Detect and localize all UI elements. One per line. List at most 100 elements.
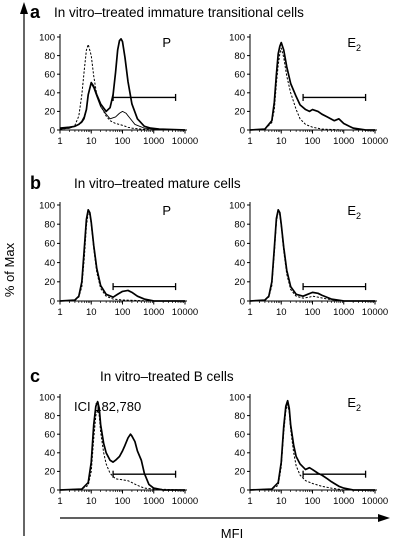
- panel-a-2-x-tick-label: 1: [247, 136, 252, 147]
- row-b-letter: b: [30, 173, 41, 193]
- panel-c-2-y-tick-label: 80: [234, 411, 245, 422]
- panel-a-2-x-tick-label: 1000: [333, 136, 354, 147]
- global-x-axis-label: MFI: [221, 526, 243, 541]
- panel-c-2-condition-label: E2: [347, 395, 361, 413]
- panel-b-1-condition-label: P: [162, 203, 171, 218]
- panel-b-1-y-tick-label: 80: [44, 220, 55, 231]
- panel-b-1-y-tick-label: 0: [50, 296, 55, 307]
- panel-b-1-y-tick-label: 20: [44, 277, 55, 288]
- global-y-axis-arrowhead: [20, 2, 28, 14]
- panel-c-1-y-tick-label: 100: [39, 392, 55, 403]
- global-y-axis-label: % of Max: [2, 242, 17, 297]
- panel-a-2-x-tick-label: 10: [276, 136, 287, 147]
- panel-a-1-x-tick-label: 10: [86, 136, 97, 147]
- panel-a-1-x-tick-label: 100: [115, 136, 131, 147]
- panel-c-2-y-tick-label: 100: [229, 392, 245, 403]
- panel-b-1-x-tick-label: 1: [57, 307, 62, 318]
- panel-b-1-y-tick-label: 60: [44, 239, 55, 250]
- panel-c-2-y-tick-label: 40: [234, 448, 245, 459]
- panel-b-2-x-tick-label: 1000: [333, 307, 354, 318]
- panel-c-1-y-tick-label: 0: [50, 485, 55, 496]
- panel-b-2: 0 20 40 60 80 100 1 10 100 1000 10000 E2: [229, 200, 388, 318]
- panel-c-2-y-tick-label: 20: [234, 467, 245, 478]
- panel-c-2-series-dashed: [249, 403, 375, 491]
- panel-c-2-x-tick-label: 1000: [333, 496, 354, 507]
- panel-c-1-x-tick-label: 1: [57, 496, 62, 507]
- panel-c-2: 0 20 40 60 80 100 1 10 100 1000 10000 E2: [229, 392, 388, 507]
- panel-c-1-y-tick-label: 20: [44, 467, 55, 478]
- panel-b-2-x-tick-label: 1: [247, 307, 252, 318]
- panel-a-1-condition-label: P: [162, 35, 171, 50]
- panel-a-1-x-tick-label: 1: [57, 136, 62, 147]
- row-c-title: In vitro–treated B cells: [100, 369, 234, 384]
- panel-a-2-y-tick-label: 0: [240, 125, 245, 136]
- panel-a-1-series-dashed: [59, 43, 185, 131]
- panel-c-1: 0 20 40 60 80 100 1 10 100 1000 10000 ICI 182,780: [39, 392, 198, 507]
- panel-b-2-x-tick-label: 10000: [362, 307, 388, 318]
- panel-c-1-series-solid: [59, 400, 185, 491]
- panel-b-1: 0 20 40 60 80 100 1 10 100 1000 10000 P: [39, 200, 198, 318]
- panel-a-2-y-tick-label: 100: [229, 32, 245, 43]
- panel-c-1-x-tick-label: 1000: [143, 496, 164, 507]
- panel-c-1-y-tick-label: 60: [44, 430, 55, 441]
- panel-a-2-x-tick-label: 100: [305, 136, 321, 147]
- panel-c-2-series-solid: [249, 399, 375, 491]
- panel-c-2-x-tick-label: 100: [305, 496, 321, 507]
- row-c-letter: c: [30, 366, 40, 386]
- panel-a-2-y-tick-label: 40: [234, 88, 245, 99]
- panel-c-1-y-tick-label: 80: [44, 411, 55, 422]
- panel-c-1-condition-label: ICI 182,780: [74, 399, 141, 414]
- panel-b-2-series-dashed: [249, 210, 375, 302]
- panel-a-1-y-tick-label: 60: [44, 70, 55, 81]
- panel-c-2-x-tick-label: 10: [276, 496, 287, 507]
- panel-b-1-series-dashed: [59, 212, 185, 302]
- panel-c-2-y-tick-label: 0: [240, 485, 245, 496]
- panel-a-1-y-tick-label: 100: [39, 32, 55, 43]
- panel-b-2-y-tick-label: 100: [229, 200, 245, 211]
- panel-b-2-y-tick-label: 20: [234, 277, 245, 288]
- panel-b-2-y-tick-label: 60: [234, 239, 245, 250]
- panel-b-2-y-tick-label: 80: [234, 220, 245, 231]
- panel-a-1-series-thin: [59, 83, 186, 131]
- panel-a-2-series-dashed: [249, 47, 375, 131]
- panel-a-1-y-tick-label: 40: [44, 88, 55, 99]
- panel-b-1-series-solid: [59, 208, 185, 302]
- panel-a-2-y-tick-label: 80: [234, 51, 245, 62]
- panel-c-2-x-tick-label: 1: [247, 496, 252, 507]
- panel-a-1-y-tick-label: 0: [50, 125, 55, 136]
- panel-c-2-x-tick-label: 10000: [362, 496, 388, 507]
- row-a-letter: a: [30, 2, 41, 22]
- panel-b-2-y-tick-label: 40: [234, 258, 245, 269]
- panel-b-2-y-tick-label: 0: [240, 296, 245, 307]
- panel-a-2-x-tick-label: 10000: [362, 136, 388, 147]
- panel-b-2-x-tick-label: 100: [305, 307, 321, 318]
- panel-a-1: 0 20 40 60 80 100 1 10 100 1000 10000 P: [39, 32, 198, 147]
- panel-b-1-y-tick-label: 40: [44, 258, 55, 269]
- panel-a-1-y-tick-label: 80: [44, 51, 55, 62]
- row-a-title: In vitro–treated immature transitional c…: [54, 5, 304, 20]
- panel-a-2: 0 20 40 60 80 100 1 10 100 1000 10000 E2: [229, 32, 388, 147]
- panel-b-2-series-solid: [249, 208, 375, 302]
- panel-c-2-y-tick-label: 60: [234, 430, 245, 441]
- panel-c-1-y-tick-label: 40: [44, 448, 55, 459]
- panel-a-2-y-tick-label: 20: [234, 107, 245, 118]
- panel-b-1-x-tick-label: 10000: [172, 307, 198, 318]
- panel-a-2-series-solid: [249, 41, 375, 131]
- panel-b-1-y-tick-label: 100: [39, 200, 55, 211]
- panel-b-1-x-tick-label: 1000: [143, 307, 164, 318]
- panel-b-1-x-tick-label: 100: [115, 307, 131, 318]
- global-x-axis-arrowhead: [378, 514, 390, 522]
- panel-a-2-y-tick-label: 60: [234, 70, 245, 81]
- panel-c-1-x-tick-label: 10: [86, 496, 97, 507]
- panel-a-1-y-tick-label: 20: [44, 107, 55, 118]
- panel-a-1-x-tick-label: 1000: [143, 136, 164, 147]
- panel-a-1-series-solid: [59, 38, 186, 131]
- panel-c-1-x-tick-label: 10000: [172, 496, 198, 507]
- panel-b-2-x-tick-label: 10: [276, 307, 287, 318]
- row-b-title: In vitro–treated mature cells: [74, 176, 241, 191]
- panel-a-2-condition-label: E2: [347, 35, 361, 53]
- panel-c-1-x-tick-label: 100: [115, 496, 131, 507]
- panel-a-1-x-tick-label: 10000: [172, 136, 198, 147]
